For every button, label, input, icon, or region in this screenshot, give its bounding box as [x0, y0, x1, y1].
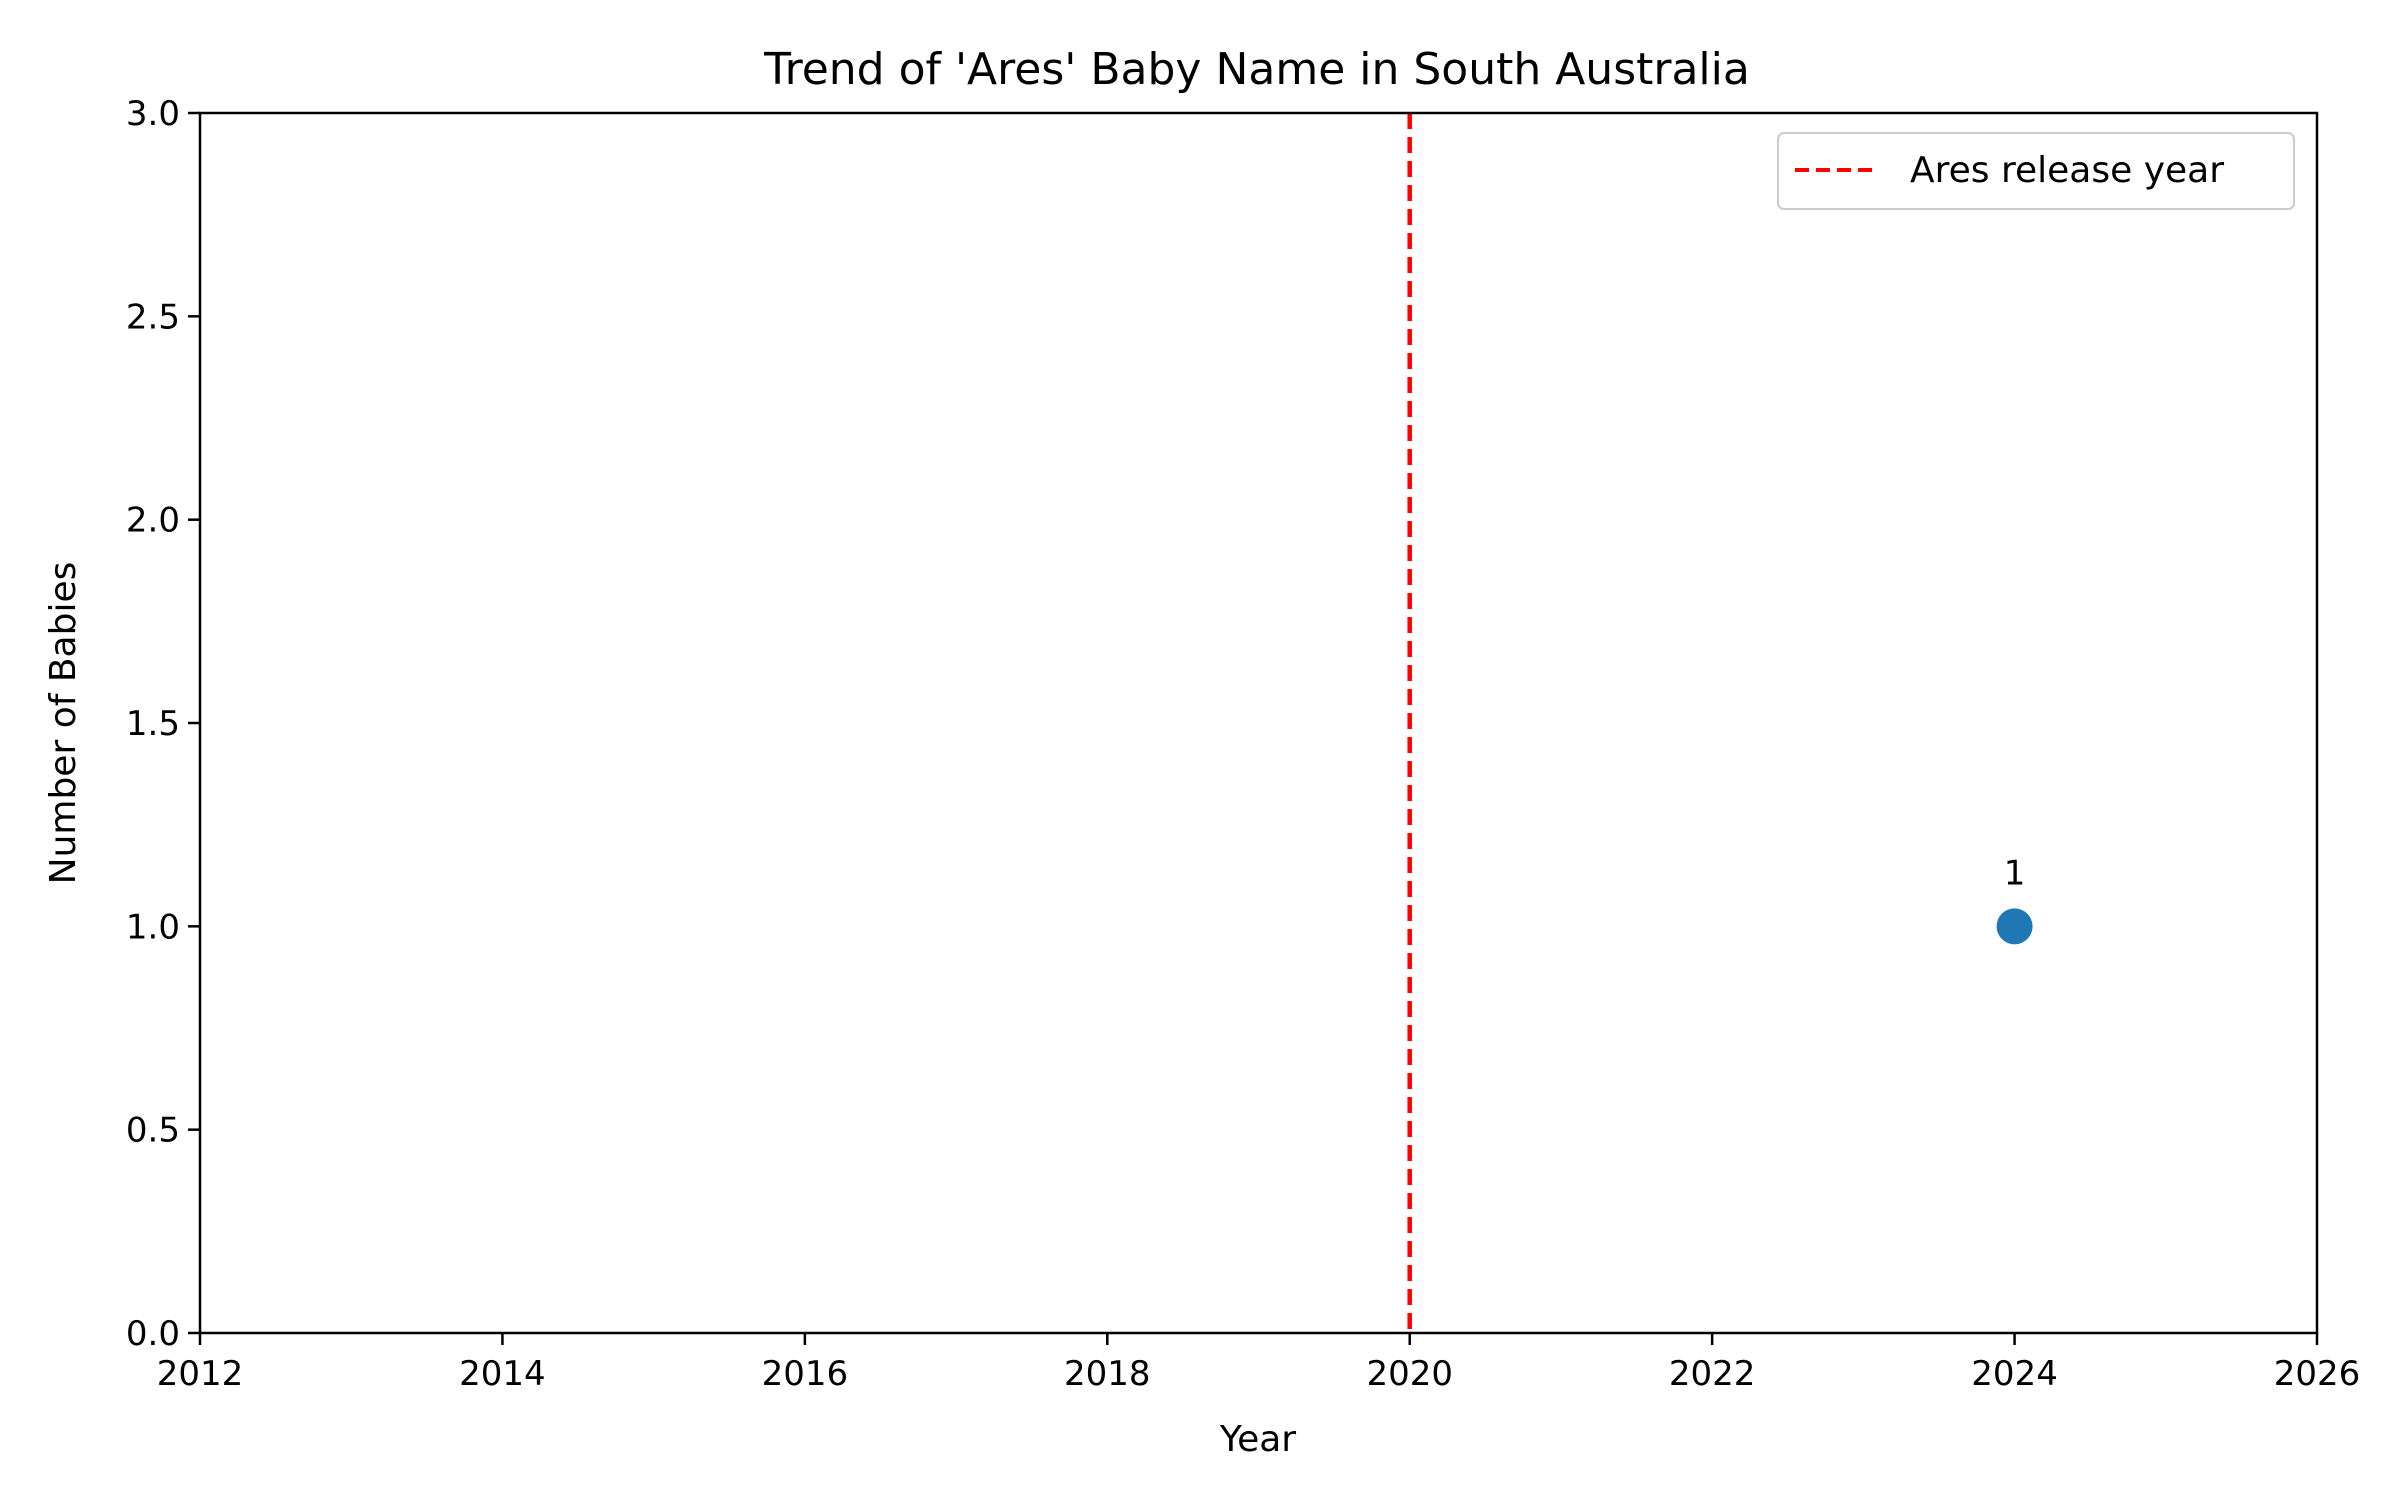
x-tick-label: 2022 [1669, 1354, 1756, 1394]
x-tick-label: 2018 [1064, 1354, 1151, 1394]
y-tick-label: 2.5 [126, 297, 180, 337]
y-tick-label: 2.0 [126, 501, 180, 541]
data-labels: 1 [2004, 853, 2026, 893]
y-axis-ticks: 0.0 0.5 1.0 1.5 2.0 2.5 3.0 [126, 94, 200, 1354]
chart-title: Trend of 'Ares' Baby Name in South Austr… [763, 44, 1750, 95]
data-point-label: 1 [2004, 853, 2026, 893]
x-tick-label: 2012 [157, 1354, 244, 1394]
y-tick-label: 1.0 [126, 907, 180, 947]
legend-entry-release-year: Ares release year [1910, 150, 2224, 191]
legend: Ares release year [1777, 132, 2295, 210]
x-tick-label: 2016 [762, 1354, 849, 1394]
x-axis-ticks: 2012 2014 2016 2018 2020 2022 2024 2026 [157, 1333, 2361, 1394]
legend-box [1777, 132, 2295, 210]
y-tick-label: 0.0 [126, 1314, 180, 1354]
x-tick-label: 2024 [1971, 1354, 2058, 1394]
x-tick-label: 2026 [2274, 1354, 2361, 1394]
data-points [1996, 908, 2033, 945]
y-tick-label: 0.5 [126, 1111, 180, 1151]
y-tick-label: 3.0 [126, 94, 180, 134]
data-point [1996, 908, 2033, 945]
y-axis-label: Number of Babies [43, 562, 84, 885]
x-tick-label: 2020 [1366, 1354, 1453, 1394]
x-axis-label: Year [1219, 1419, 1296, 1460]
x-tick-label: 2014 [459, 1354, 546, 1394]
y-tick-label: 1.5 [126, 704, 180, 744]
